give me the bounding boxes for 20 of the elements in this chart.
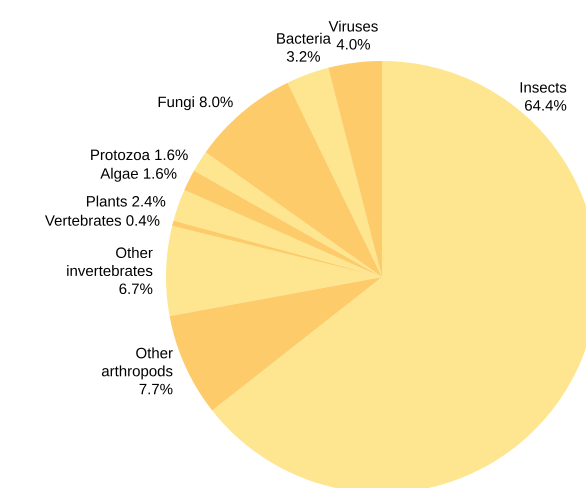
data-label: 64.4% xyxy=(525,100,566,111)
data-label: 8.0% xyxy=(200,96,233,108)
data-label: 1.6% xyxy=(155,150,188,160)
data-label: 1.6% xyxy=(144,168,176,179)
slice-label: Fungi xyxy=(158,96,194,110)
slice-label: Bacteria xyxy=(277,32,331,44)
slice-label: Protozoa xyxy=(91,150,150,160)
slice-label: Algae xyxy=(100,168,138,182)
slice-label: Plants xyxy=(86,196,127,207)
data-label: 6.7% xyxy=(119,283,152,294)
data-label: 7.7% xyxy=(140,384,172,394)
data-label: 0.4% xyxy=(126,215,160,226)
data-label: 2.4% xyxy=(132,196,166,207)
slice-label: Other arthropods xyxy=(102,347,173,380)
data-label: 3.2% xyxy=(286,51,320,62)
slice-label: Insects xyxy=(520,82,566,93)
slice-label: Vertebrates xyxy=(44,214,122,226)
slice-label: Other invertebrates xyxy=(67,247,153,276)
slice-label: Viruses xyxy=(328,20,378,32)
data-label: 4.0% xyxy=(336,38,370,50)
